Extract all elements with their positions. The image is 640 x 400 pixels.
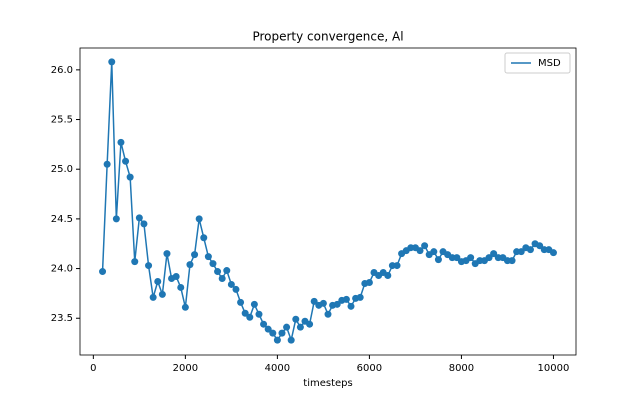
y-tick-label: 25.5 [51,115,73,126]
data-point [149,293,157,301]
data-point [214,268,222,276]
data-point [306,320,314,328]
data-point [255,310,263,318]
data-point [421,242,429,250]
data-point [117,138,125,146]
legend-box [504,52,571,74]
data-point [154,277,162,285]
data-point [204,253,212,261]
data-point [135,214,143,222]
data-point [333,300,341,308]
data-point [260,320,268,328]
data-point [416,247,424,255]
data-point [319,299,327,307]
data-point [103,160,111,168]
chart-title: Property convergence, Al [252,30,403,44]
data-point [163,250,171,258]
data-point [365,278,373,286]
data-point [209,260,217,268]
data-point [122,157,130,165]
data-point [223,267,231,275]
data-point [108,58,116,66]
legend-label: MSD [538,58,561,69]
data-point [490,250,498,258]
data-point [536,242,544,250]
data-point [140,220,148,228]
data-point [356,293,364,301]
data-point [517,248,525,256]
y-tick-label: 24.5 [51,214,73,225]
data-point [434,256,442,264]
data-point [246,313,254,321]
x-tick-label: 2000 [173,363,198,374]
data-point [526,246,534,254]
series-line [101,61,554,343]
data-point [430,248,438,256]
data-point [269,329,277,337]
data-point [384,272,392,280]
x-tick-label: 0 [90,363,96,374]
data-point [181,303,189,311]
data-point [273,336,281,344]
data-point [227,280,235,288]
plot-frame [79,47,577,356]
data-point [453,254,461,262]
data-point [283,323,291,331]
data-point [158,290,166,298]
data-point [145,262,153,270]
data-point [177,283,185,291]
data-point [296,323,304,331]
data-point [218,274,226,282]
data-point [250,300,258,308]
data-point [347,302,355,310]
data-point [485,254,493,262]
data-point [237,298,245,306]
data-point [112,215,120,223]
data-point [131,258,139,266]
data-point [232,285,240,293]
data-point [549,249,557,257]
data-point [264,325,272,333]
data-point [126,173,134,181]
x-tick-label: 4000 [265,363,290,374]
data-point [508,257,516,265]
data-point [172,273,180,281]
x-tick-label: 10000 [538,363,570,374]
data-point [310,297,318,305]
data-point [342,295,350,303]
y-tick-label: 23.5 [51,313,73,324]
data-point [191,251,199,259]
data-point [292,315,300,323]
data-point [278,329,286,337]
data-point [195,215,203,223]
data-point [200,234,208,242]
data-point [241,309,249,317]
x-tick-label: 6000 [357,363,382,374]
data-point [99,268,107,276]
y-tick-label: 26.0 [51,65,73,76]
data-point [287,336,295,344]
x-axis-label: timesteps [303,378,352,389]
data-point [186,261,194,269]
data-point [393,262,401,270]
y-tick-label: 24.0 [51,264,73,275]
data-point [467,254,475,262]
y-tick-label: 25.0 [51,164,73,175]
data-point [324,310,332,318]
x-tick-label: 8000 [449,363,474,374]
